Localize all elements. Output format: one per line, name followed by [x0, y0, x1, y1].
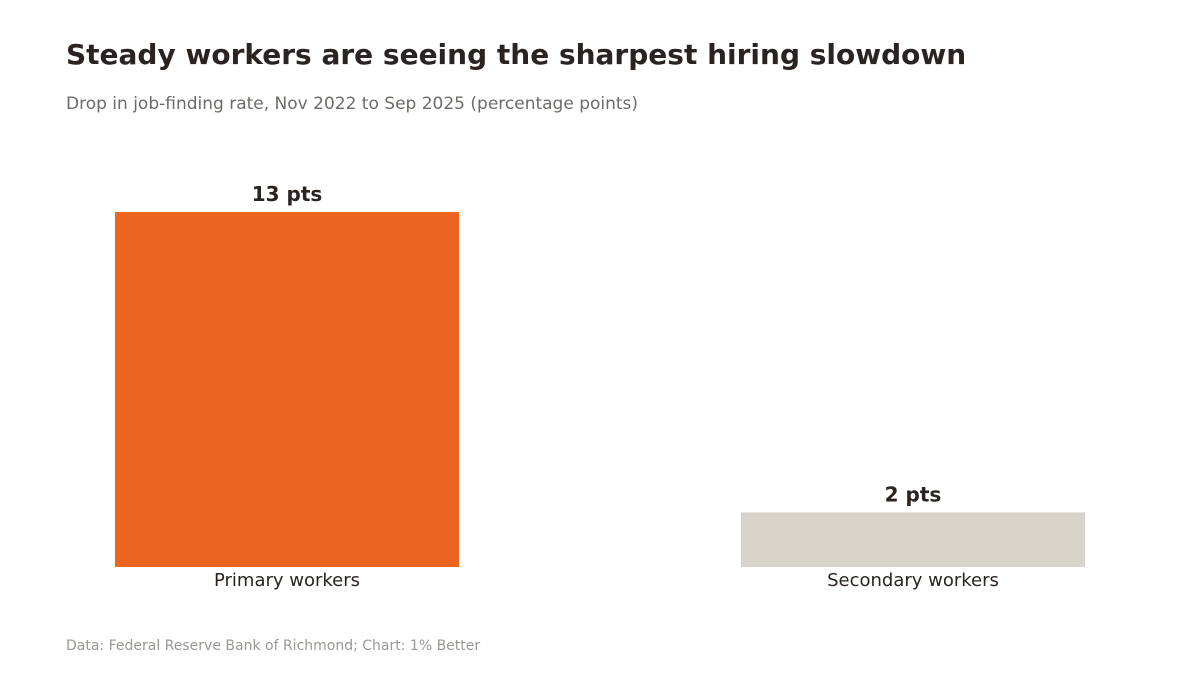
bar-primary-workers [115, 212, 459, 567]
chart-title: Steady workers are seeing the sharpest h… [66, 38, 967, 71]
value-label-secondary-workers: 2 pts [885, 482, 942, 506]
category-label-secondary-workers: Secondary workers [827, 570, 999, 591]
value-label-primary-workers: 13 pts [252, 182, 323, 206]
source-note: Data: Federal Reserve Bank of Richmond; … [66, 638, 481, 654]
chart-subtitle: Drop in job-finding rate, Nov 2022 to Se… [66, 94, 639, 114]
category-label-primary-workers: Primary workers [214, 570, 360, 591]
bar-secondary-workers [741, 512, 1085, 567]
